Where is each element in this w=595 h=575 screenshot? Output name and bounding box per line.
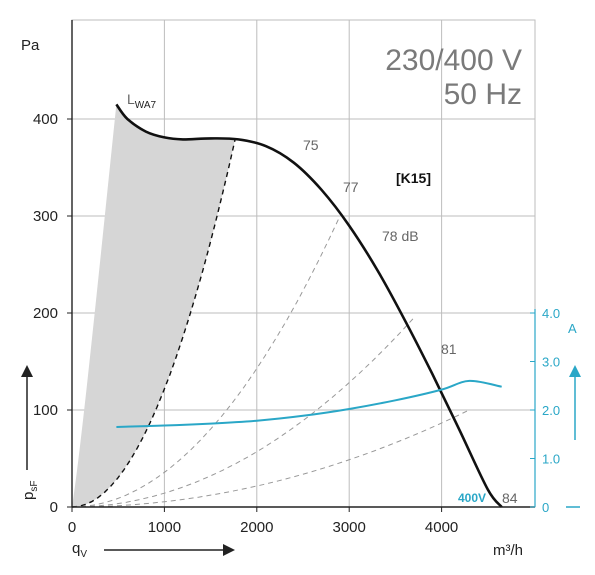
system-curve-label-77: 77	[343, 179, 359, 195]
voltage-label: 400V	[458, 491, 486, 505]
x-axis-symbol: qV	[72, 540, 87, 560]
y-tick-label: 300	[33, 208, 58, 225]
operating-limit-shade	[72, 104, 236, 507]
y-unit: Pa	[21, 37, 40, 54]
y2-tick-label: 2.0	[542, 403, 560, 418]
system-curve-1	[71, 215, 341, 508]
system-curve-label-84: 84	[502, 490, 518, 506]
shaded-area	[72, 104, 236, 507]
system-curves	[71, 139, 470, 508]
x-tick-label: 4000	[425, 519, 458, 536]
system-curve-0	[71, 139, 236, 508]
x-tick-label: 1000	[148, 519, 181, 536]
frequency-title: 50 Hz	[444, 78, 522, 111]
voltage-title: 230/400 V	[385, 44, 522, 77]
y-tick-label: 0	[50, 499, 58, 516]
y-tick-label: 100	[33, 402, 58, 419]
current-curve	[116, 379, 502, 428]
y2-tick-label: 0	[542, 500, 549, 515]
y-tick-label: 200	[33, 305, 58, 322]
tick-labels: 0 1000 2000 3000 4000010020030040001.02.03.0…	[33, 111, 560, 536]
y2-tick-label: 1.0	[542, 452, 560, 467]
y-tick-label: 400	[33, 111, 58, 128]
system-curve-2	[71, 317, 415, 508]
lwa-label: LWA7	[127, 91, 157, 111]
x-tick-label: 0	[68, 519, 76, 536]
x-unit: m³/h	[493, 542, 523, 559]
curve-label: [K15]	[396, 170, 431, 186]
pressure-curve	[115, 103, 503, 508]
y-axis-symbol: psF	[20, 481, 40, 500]
y2-tick-label: 4.0	[542, 306, 560, 321]
system-curve-3	[71, 409, 470, 508]
system-curve-label-81: 81	[441, 341, 457, 357]
series	[115, 103, 503, 508]
system-curve-label-75: 75	[303, 137, 319, 153]
axes	[71, 20, 536, 508]
y2-unit: A	[568, 321, 577, 336]
system-curve-label-78: 78 dB	[382, 228, 419, 244]
x-tick-label: 2000	[240, 519, 273, 536]
x-tick-label: 3000	[333, 519, 366, 536]
y2-tick-label: 3.0	[542, 355, 560, 370]
lwa-sub: WA7	[135, 100, 157, 111]
